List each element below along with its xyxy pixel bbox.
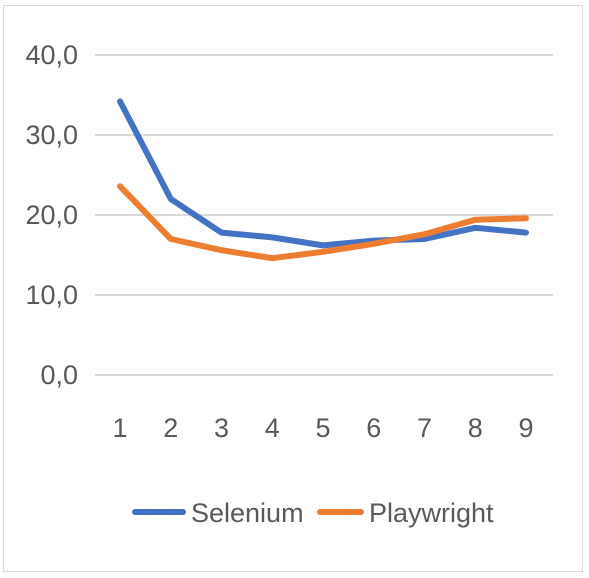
x-tick-label: 8 bbox=[468, 413, 483, 443]
y-tick-label: 0,0 bbox=[40, 360, 78, 390]
chart-area bbox=[3, 5, 583, 572]
series-line-playwright bbox=[117, 183, 529, 262]
x-axis-labels: 1 2 3 4 5 6 7 8 9 bbox=[112, 413, 533, 443]
x-tick-label: 9 bbox=[518, 413, 533, 443]
series-lines bbox=[117, 98, 529, 262]
y-tick-label: 30,0 bbox=[25, 120, 78, 150]
x-tick-label: 2 bbox=[163, 413, 178, 443]
legend-label: Selenium bbox=[191, 498, 304, 528]
legend-label: Playwright bbox=[369, 498, 494, 528]
x-tick-label: 7 bbox=[417, 413, 432, 443]
x-tick-label: 6 bbox=[366, 413, 381, 443]
x-tick-label: 3 bbox=[214, 413, 229, 443]
y-tick-label: 10,0 bbox=[25, 280, 78, 310]
legend: Selenium Playwright bbox=[132, 498, 494, 528]
x-tick-label: 4 bbox=[265, 413, 280, 443]
series-line-selenium bbox=[117, 98, 529, 249]
y-tick-label: 20,0 bbox=[25, 200, 78, 230]
y-tick-label: 40,0 bbox=[25, 40, 78, 70]
x-tick-label: 1 bbox=[112, 413, 127, 443]
y-axis-labels: 40,0 30,0 20,0 10,0 0,0 bbox=[25, 40, 78, 390]
x-tick-label: 5 bbox=[315, 413, 330, 443]
gridlines bbox=[95, 54, 553, 376]
